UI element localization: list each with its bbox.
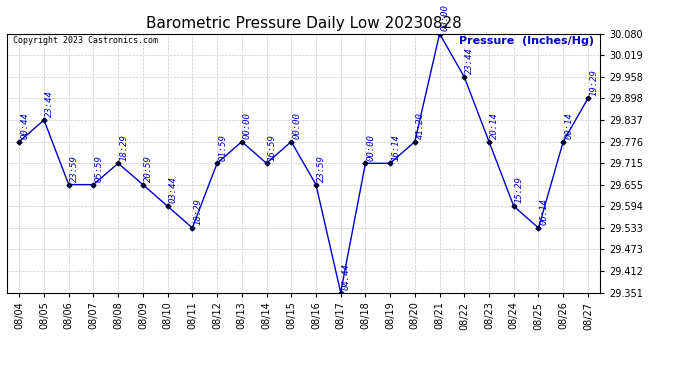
Text: 00:00: 00:00 [441,4,450,31]
Text: 41:20: 41:20 [416,112,425,139]
Text: 04:44: 04:44 [342,263,351,290]
Text: Copyright 2023 Castronics.com: Copyright 2023 Castronics.com [13,36,158,45]
Text: 23:44: 23:44 [465,47,474,74]
Text: 00:00: 00:00 [366,134,375,160]
Text: 19:29: 19:29 [589,69,598,96]
Text: 16:59: 16:59 [268,134,277,160]
Text: 20:14: 20:14 [490,112,499,139]
Text: 15:29: 15:29 [515,177,524,204]
Text: 01:59: 01:59 [218,134,227,160]
Title: Barometric Pressure Daily Low 20230828: Barometric Pressure Daily Low 20230828 [146,16,462,31]
Text: 00:00: 00:00 [293,112,302,139]
Text: 20:59: 20:59 [144,155,153,182]
Text: 00:00: 00:00 [243,112,252,139]
Text: 23:59: 23:59 [70,155,79,182]
Text: 23:44: 23:44 [45,90,54,117]
Text: 06:14: 06:14 [540,198,549,225]
Text: 03:44: 03:44 [168,177,177,204]
Text: 18:29: 18:29 [119,134,128,160]
Text: 18:29: 18:29 [193,198,202,225]
Text: 16:14: 16:14 [391,134,400,160]
Text: 05:59: 05:59 [95,155,103,182]
Text: 23:59: 23:59 [317,155,326,182]
Text: Pressure  (Inches/Hg): Pressure (Inches/Hg) [460,36,594,46]
Text: 00:44: 00:44 [20,112,29,139]
Text: 00:14: 00:14 [564,112,573,139]
